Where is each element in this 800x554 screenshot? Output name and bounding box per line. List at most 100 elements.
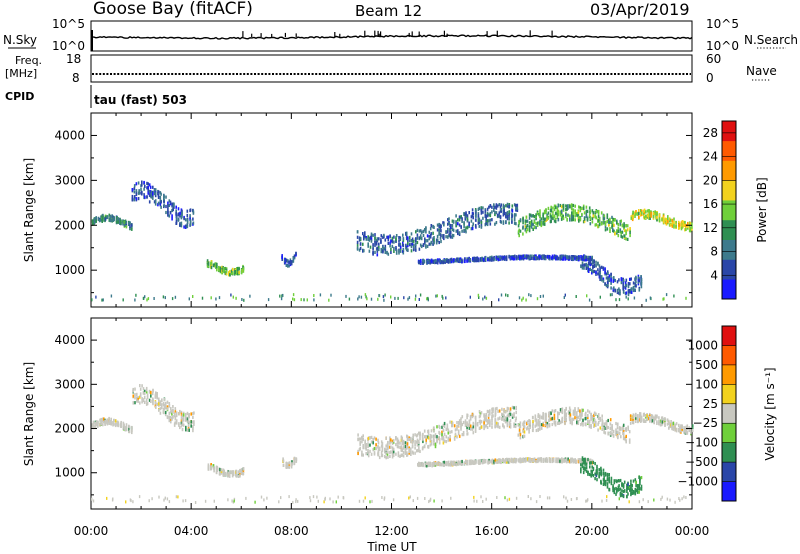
echo-cell [667,215,669,219]
echo-cell [125,423,128,427]
echo-cell [390,445,392,449]
echo-cell [446,423,449,427]
echo-cell [566,255,568,259]
echo-cell [537,419,540,423]
echo-cell [389,234,391,238]
echo-cell [604,426,607,430]
echo-cell [649,216,651,220]
echo-cell [372,245,374,249]
echo-cell [554,423,557,427]
echo-cell [99,422,101,426]
echo-cell [159,195,162,200]
freq-tick-bottom: 8 [72,71,80,85]
echo-cell [146,395,149,399]
echo-cell [591,459,594,463]
echo-cell [545,208,547,212]
echo-cell [597,272,599,276]
echo-cell [167,213,169,217]
echo-cell [595,216,598,220]
echo-cell [480,411,483,415]
echo-cell [404,448,407,452]
echo-cell [587,258,590,262]
echo-cell [602,266,605,270]
echo-cell [410,249,413,253]
echo-cell [175,213,178,217]
echo-cell [623,234,626,238]
echo-cell [530,222,533,226]
echo-cell [164,410,167,415]
echo-cell [386,251,388,255]
echo-cell [587,414,589,418]
echo-cell [557,256,560,261]
echo-cell [623,222,625,226]
echo-cell [494,460,497,464]
echo-cell [449,231,452,235]
echo-cell [97,216,100,221]
echo-cell [466,217,469,221]
echo-cell [625,237,627,241]
echo-cell [603,217,606,221]
echo-cell [219,472,221,476]
echo-cell [378,242,380,246]
echo-cell [611,293,613,297]
echo-cell [552,216,554,221]
echo-cell [613,229,615,233]
echo-cell [523,430,526,434]
echo-cell [665,219,668,223]
echo-cell [386,235,388,239]
echo-cell [532,415,534,420]
echo-cell [418,431,420,435]
echo-cell [213,467,215,471]
echo-cell [456,435,458,439]
echo-cell [591,461,594,465]
echo-cell [164,296,166,300]
echo-cell [419,433,421,437]
echo-cell [139,392,142,396]
echo-cell [491,414,493,418]
echo-cell [661,218,663,222]
echo-cell [377,438,379,442]
echo-cell [424,464,427,468]
echo-cell [505,255,508,259]
echo-cell [427,296,429,300]
echo-cell [447,431,450,435]
echo-cell [411,240,414,244]
echo-cell [438,225,440,229]
echo-cell [427,431,430,435]
echo-cell [389,450,391,455]
echo-cell [280,297,283,301]
echo-cell [546,421,549,426]
echo-cell [393,240,395,244]
echo-cell [152,402,154,406]
echo-cell [567,255,570,260]
echo-cell [172,409,174,413]
echo-cell [419,431,421,436]
echo-cell [465,211,467,215]
echo-cell [513,424,515,428]
echo-cell [680,227,683,231]
echo-cell [158,400,160,404]
echo-cell [363,237,365,241]
echo-cell [566,217,568,221]
echo-cell [616,220,618,224]
echo-cell [436,435,438,439]
echo-cell [498,416,501,420]
echo-cell [436,425,438,429]
echo-cell [626,237,629,241]
echo-cell [539,222,541,226]
echo-cell [407,248,409,252]
echo-cell [402,244,405,248]
echo-cell [142,296,145,300]
echo-cell [434,260,436,264]
echo-cell [484,459,487,463]
echo-cell [649,212,651,216]
echo-cell [445,435,448,439]
echo-cell [381,441,384,446]
echo-cell [281,257,283,261]
echo-cell [553,409,556,413]
echo-cell [124,223,127,227]
echo-cell [372,243,374,247]
echo-cell [547,211,550,215]
echo-cell [145,390,148,394]
echo-cell [478,410,481,414]
